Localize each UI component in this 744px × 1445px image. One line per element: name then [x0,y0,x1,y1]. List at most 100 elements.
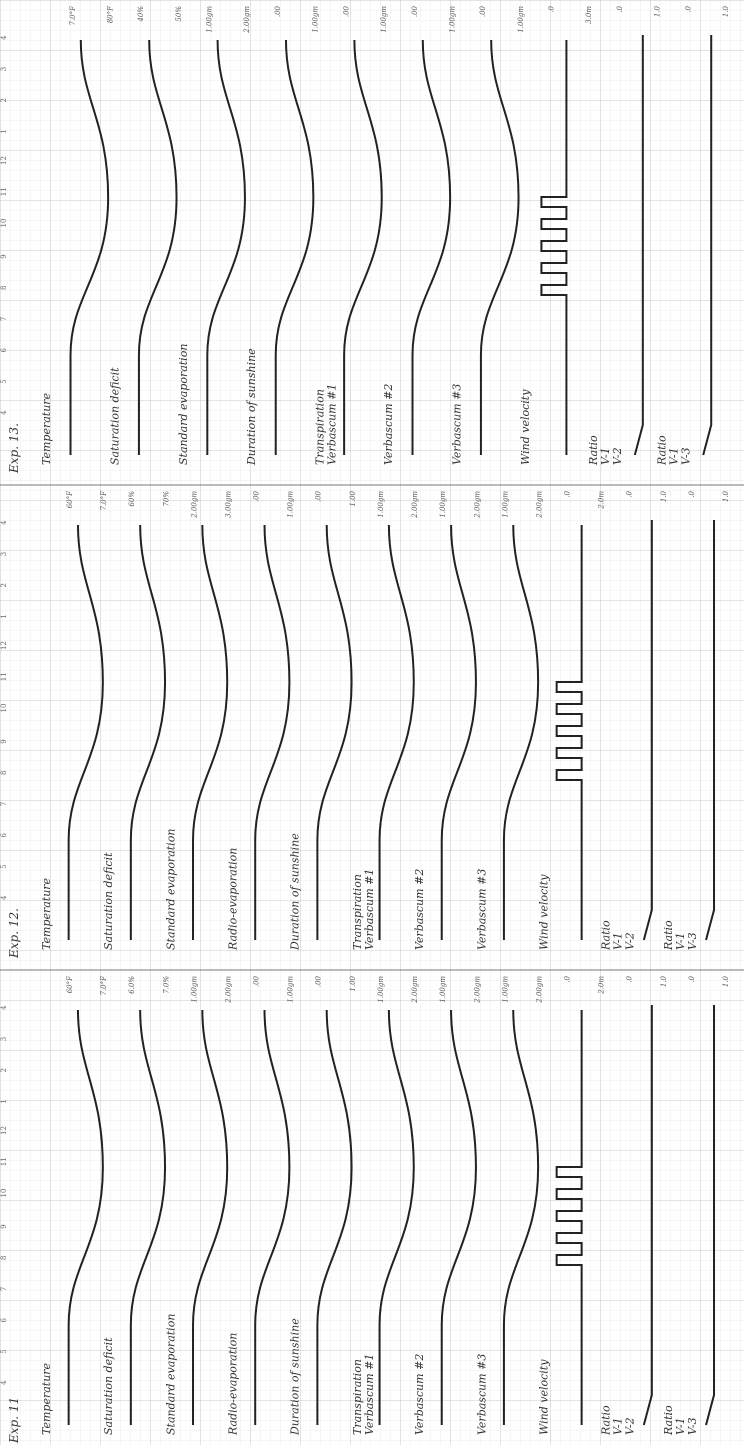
scale-label: 2.00gm [411,491,419,519]
row-label: Verbascum #1 [363,869,376,950]
scale-label: .00 [315,975,323,987]
scale-label: .0 [688,490,696,497]
scale-label: 2.00gm [473,976,481,1004]
scale-label: .00 [342,5,350,17]
row-label: Verbascum #2 [382,384,395,465]
row-label: V-1 [674,932,687,950]
scale-label: .00 [411,5,419,17]
scale-label: 60°F [66,490,74,508]
scale-label: 1.00gm [206,6,214,33]
hour-label: 9 [0,1224,8,1228]
hour-label: 4 [0,895,8,900]
trace [555,525,583,940]
hour-label: 4 [0,1380,8,1385]
trace [67,1009,104,1425]
hour-label: 5 [0,864,8,868]
hour-label: 4 [0,520,8,525]
hour-label: 6 [0,833,8,838]
row-label: Transpiration [351,1359,364,1435]
hour-label: 5 [0,1349,8,1353]
scale-label: 2.00gm [411,976,419,1004]
hour-label: 6 [0,1318,8,1323]
trace [192,524,229,940]
scale-label: .00 [315,490,323,502]
scale-label: 2.00gm [535,976,543,1004]
hour-label: 10 [0,219,8,228]
trace [540,40,568,455]
scale-label: .0 [626,490,634,497]
scale-label: 2.00gm [535,491,543,519]
trace [479,39,520,455]
trace [642,1005,653,1426]
scale-label: 2.0m [598,491,606,510]
scale-label: 7.0°F [100,490,108,511]
scale-label: 1.00gm [380,6,388,33]
trace [254,524,291,940]
scale-label: 1.00gm [501,976,509,1003]
row-label: Radio-evaporation [227,848,240,951]
hour-label: 6 [0,348,8,353]
trace [254,1009,291,1425]
hour-label: 7 [0,802,8,806]
scale-label: 1.0 [722,490,730,502]
row-label: Standard evaporation [164,1314,177,1435]
hour-label: 10 [0,704,8,713]
trace [137,39,178,455]
scale-label: 3.0m [585,6,593,24]
scale-label: 1.0 [660,490,668,502]
row-label: Ratio [600,920,613,951]
row-label: V-3 [680,447,693,465]
trace [642,520,653,941]
scale-label: 1.0 [654,5,662,17]
trace [440,524,477,940]
trace [67,524,104,940]
row-label: V-2 [611,447,624,465]
row-label: Ratio [600,1405,613,1436]
row-label: V-1 [674,1417,687,1435]
scale-label: 7.0% [162,976,170,994]
scale-label: 2.00gm [190,491,198,519]
row-label: Temperature [40,1362,53,1435]
hour-label: 8 [0,1256,8,1260]
row-label: Verbascum #3 [475,869,488,950]
scale-label: 70% [162,491,170,507]
scale-label: 1.00gm [448,6,456,33]
scale-label: .00 [274,5,282,17]
hour-label: 8 [0,286,8,290]
row-label: V-1 [612,932,625,950]
trace [555,1010,583,1425]
scale-label: 1.0 [660,975,668,987]
scale-label: 1.00 [349,975,357,991]
scale-label: 60% [128,491,136,507]
trace [316,524,353,940]
row-label: Saturation deficit [102,852,115,950]
row-label: Duration of sunshine [289,833,302,951]
hour-label: 12 [0,641,8,650]
row-label: Verbascum #1 [363,1354,376,1435]
row-label: V-3 [686,1417,699,1435]
scale-label: 1.00gm [287,976,295,1003]
scale-label: 1.00 [349,490,357,506]
trace [129,1009,167,1425]
panel-title: Exp. 11 [7,1397,21,1444]
scale-label: 1.00gm [439,491,447,518]
scale-label: 1.00gm [312,6,320,33]
scale-label: .00 [253,490,261,502]
row-label: Ratio [662,920,675,951]
trace [502,524,540,940]
scale-label: .0 [626,975,634,982]
row-label: Radio-evaporation [227,1333,240,1436]
scale-label: 50% [175,6,183,22]
hour-label: 11 [0,672,8,681]
trace [192,1009,229,1425]
scale-label: 1.00gm [287,491,295,518]
scale-label: 1.0 [722,5,730,17]
row-label: Saturation deficit [102,1337,115,1435]
row-label: Temperature [40,392,53,465]
hour-label: 2 [0,98,8,102]
scale-label: 60°F [66,975,74,993]
hour-label: 2 [0,1068,8,1072]
scale-label: 6.0% [128,976,136,994]
scale-label: 1.00gm [517,6,525,33]
trace [129,524,167,940]
